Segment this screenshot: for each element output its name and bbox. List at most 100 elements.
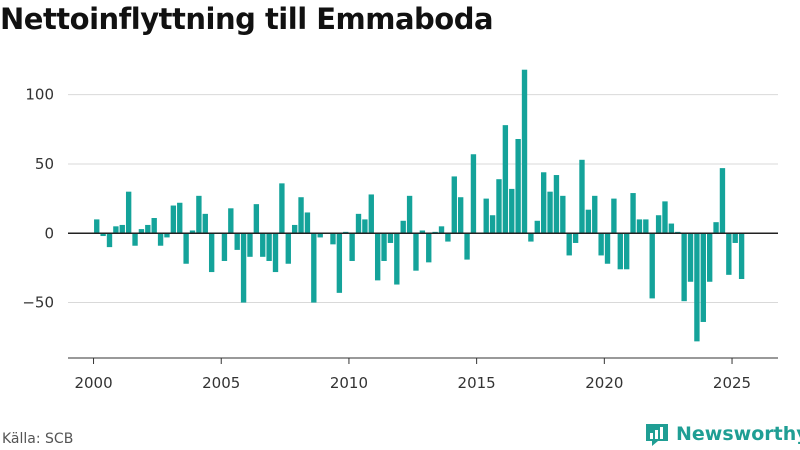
bar xyxy=(655,215,662,234)
bar xyxy=(253,204,260,234)
bar xyxy=(157,233,164,246)
bar xyxy=(183,233,189,264)
bar xyxy=(572,233,579,243)
bar xyxy=(221,233,228,261)
bar xyxy=(515,139,521,234)
bar xyxy=(145,224,151,234)
bar xyxy=(687,233,694,282)
brand-logo[interactable]: Newsworthy xyxy=(644,420,800,448)
bar xyxy=(234,233,240,250)
bar xyxy=(496,179,502,234)
y-tick-label: 100 xyxy=(25,86,54,104)
bar xyxy=(317,233,323,238)
x-tick-label: 2025 xyxy=(713,374,751,392)
newsworthy-logo-icon xyxy=(646,424,668,446)
bar xyxy=(579,159,585,234)
bar xyxy=(387,233,394,243)
bar xyxy=(362,219,368,234)
bar xyxy=(413,233,419,271)
bar xyxy=(151,218,157,234)
bar xyxy=(662,201,668,234)
bar xyxy=(272,233,279,273)
bar xyxy=(400,220,406,234)
bar xyxy=(394,233,400,285)
bar xyxy=(732,233,738,243)
bar xyxy=(438,226,445,234)
y-tick-label: 0 xyxy=(44,224,54,242)
bar xyxy=(196,195,202,234)
bar xyxy=(106,233,113,248)
bar xyxy=(170,205,177,234)
bar xyxy=(138,229,145,234)
bar xyxy=(566,233,572,256)
bar xyxy=(509,188,515,234)
bar xyxy=(611,198,617,234)
bar xyxy=(707,233,713,282)
brand-name: Newsworthy xyxy=(676,423,800,445)
bar xyxy=(649,233,655,299)
bar xyxy=(368,194,374,234)
bar xyxy=(336,233,343,293)
bar xyxy=(298,197,304,234)
bar xyxy=(528,233,534,242)
bar xyxy=(502,125,509,234)
bar xyxy=(464,233,470,260)
bar xyxy=(177,202,183,234)
bar xyxy=(521,69,528,234)
bar xyxy=(349,233,355,261)
bar xyxy=(643,219,649,234)
bar xyxy=(445,233,451,242)
bar xyxy=(189,230,196,234)
bar xyxy=(457,197,464,234)
x-tick-label: 2015 xyxy=(458,374,496,392)
bar xyxy=(560,195,566,234)
bar xyxy=(719,168,726,234)
bar xyxy=(381,233,387,261)
bar xyxy=(125,191,132,234)
bar xyxy=(113,226,119,234)
bar xyxy=(668,223,675,234)
bar xyxy=(483,198,489,234)
bar xyxy=(738,233,745,279)
bar xyxy=(419,230,426,234)
chart-title: Nettoinflyttning till Emmaboda xyxy=(0,2,494,36)
bar xyxy=(700,233,706,322)
bar xyxy=(604,233,611,264)
bar xyxy=(304,212,311,234)
bar xyxy=(285,233,291,264)
y-tick-label: 50 xyxy=(35,155,54,173)
bar xyxy=(330,233,336,245)
bar xyxy=(540,172,547,234)
bar xyxy=(470,154,477,234)
bar xyxy=(636,219,643,234)
x-tick-label: 2010 xyxy=(330,374,368,392)
bar xyxy=(630,193,636,234)
bar xyxy=(681,233,687,302)
bar xyxy=(547,191,553,234)
bar xyxy=(202,213,208,234)
bar xyxy=(592,195,598,234)
bar xyxy=(228,208,234,234)
bar xyxy=(553,175,560,234)
x-tick-label: 2005 xyxy=(202,374,240,392)
source-label: Källa: SCB xyxy=(2,431,74,447)
bar xyxy=(119,224,125,234)
bar xyxy=(534,220,540,234)
bar xyxy=(623,233,630,270)
bar xyxy=(94,219,100,234)
bar xyxy=(426,233,432,263)
bar xyxy=(279,183,285,234)
bar xyxy=(713,222,719,234)
bar xyxy=(291,224,298,234)
bar xyxy=(694,233,700,342)
bar xyxy=(585,209,592,234)
bar xyxy=(489,215,496,234)
bar xyxy=(100,233,106,237)
bar xyxy=(266,233,272,261)
bar xyxy=(240,233,247,303)
bar xyxy=(406,195,413,234)
bar xyxy=(164,233,170,238)
bar xyxy=(260,233,266,257)
x-tick-label: 2020 xyxy=(585,374,623,392)
